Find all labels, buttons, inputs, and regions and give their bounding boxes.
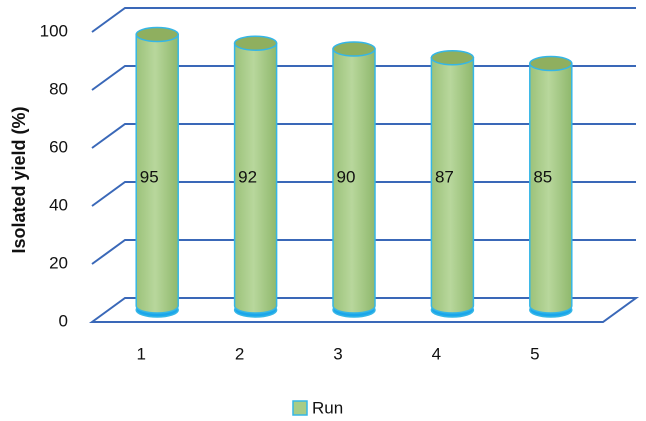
bar-top [135, 26, 179, 43]
y-tick-label: 20 [49, 253, 68, 272]
bar [529, 62, 573, 314]
x-tick-label: 3 [333, 344, 342, 363]
x-tick-label: 4 [432, 344, 441, 363]
value-label: 85 [533, 167, 552, 186]
y-tick-label: 80 [49, 79, 68, 98]
bar [233, 42, 278, 314]
y-tick-label: 0 [59, 311, 68, 330]
value-label: 90 [337, 167, 356, 186]
bar-top [332, 41, 376, 57]
y-tick-label: 60 [49, 137, 68, 156]
bar [430, 56, 475, 314]
y-axis-label: Isolated yield (%) [9, 106, 29, 253]
legend-swatch [292, 400, 308, 416]
bar-top [529, 55, 573, 72]
x-tick-label: 2 [235, 344, 244, 363]
bar-top [233, 35, 278, 51]
bar [332, 48, 376, 314]
bar-top [430, 49, 475, 66]
value-label: 92 [238, 167, 257, 186]
legend-label: Run [312, 398, 343, 417]
grid-line [91, 7, 636, 33]
value-label: 95 [140, 167, 159, 186]
floor [88, 297, 640, 323]
value-label: 87 [435, 167, 454, 186]
y-tick-label: 100 [40, 21, 68, 40]
x-tick-label: 5 [530, 344, 539, 363]
x-tick-label: 1 [136, 344, 145, 363]
y-tick-label: 40 [49, 195, 68, 214]
bar [135, 33, 179, 314]
